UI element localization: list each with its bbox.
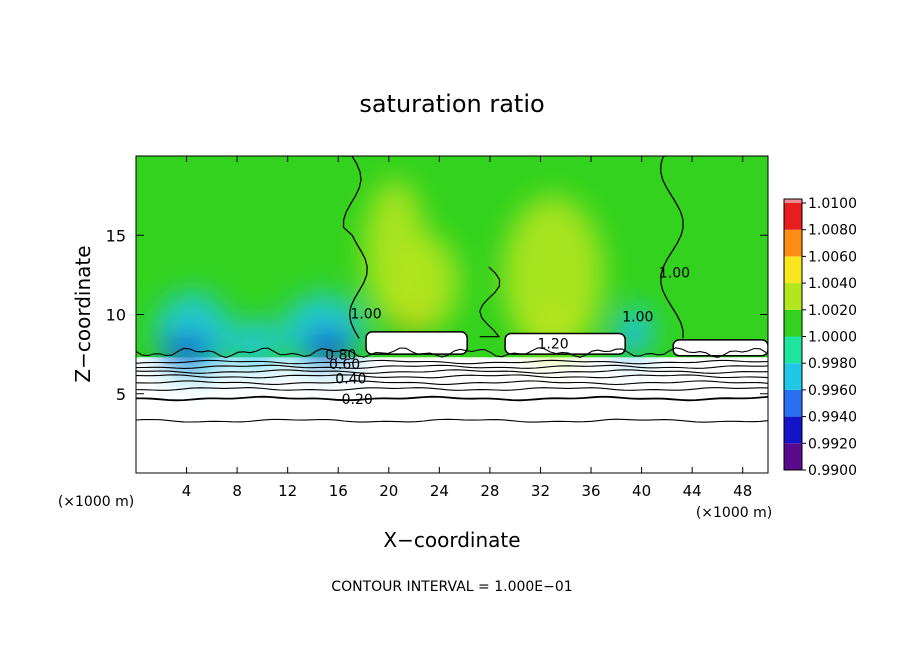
contour-line-6	[136, 364, 768, 369]
x-unit-left: (×1000 m)	[58, 494, 134, 510]
colorbar-cap	[784, 199, 802, 203]
colorbar-swatch-6	[784, 283, 802, 310]
cloud-region-2	[672, 339, 768, 357]
colorbar-swatch-5	[784, 309, 802, 337]
x-tick-label-10: 44	[683, 482, 702, 500]
colorbar-label-1: 0.9920	[808, 436, 857, 452]
colorbar-swatch-7	[784, 256, 802, 284]
saturation-field-features	[154, 179, 655, 375]
contour-label-2: 0.60	[329, 357, 360, 373]
colorbar-label-2: 0.9940	[808, 410, 857, 426]
x-tick-label-1: 8	[232, 482, 242, 500]
x-tick-label-8: 36	[581, 482, 600, 500]
x-tick-label-0: 4	[182, 482, 192, 500]
x-tick-label-5: 24	[430, 482, 449, 500]
x-tick-label-3: 16	[329, 482, 348, 500]
field-feature-3	[305, 331, 351, 361]
colorbar-label-3: 0.9960	[808, 383, 857, 399]
contour-line-right-1-00	[660, 156, 684, 339]
contour-line-3	[136, 380, 768, 386]
contour-line-4	[136, 374, 768, 379]
field-feature-9	[502, 195, 604, 355]
y-tick-label-1: 10	[106, 306, 126, 325]
chart-title: saturation ratio	[359, 90, 544, 118]
contour-label-6: 1.00	[659, 265, 690, 281]
colorbar-label-8: 1.0060	[808, 249, 857, 265]
contour-line-2	[136, 387, 768, 391]
colorbar-label-9: 1.0080	[808, 223, 857, 239]
x-axis: 4 8 12 16 20 24 28 32 36 40 44 48	[182, 156, 752, 500]
contour-line-left-1-00	[340, 156, 368, 339]
contour-label-1: 0.40	[335, 371, 366, 387]
contour-label-3: 0.80	[325, 348, 356, 364]
field-feature-4	[230, 319, 282, 367]
colorbar-swatch-9	[784, 203, 802, 230]
contour-label-7: 1.20	[538, 337, 569, 353]
colorbar-label-7: 1.0040	[808, 276, 857, 292]
contour-line-0	[136, 418, 768, 423]
x-tick-label-11: 48	[733, 482, 752, 500]
contour-line-5	[136, 369, 768, 374]
contour-label-4: 1.00	[350, 307, 381, 323]
contour-line-1	[136, 395, 768, 402]
colorbar-swatch-2	[784, 389, 802, 417]
colorbar-label-0: 0.9900	[808, 463, 857, 479]
y-tick-label-2: 15	[106, 226, 126, 245]
x-tick-label-6: 28	[480, 482, 499, 500]
y-axis-label: Z−coordinate	[71, 245, 95, 382]
colorbar-frame	[783, 198, 803, 471]
contour-label-0: 0.20	[342, 392, 373, 408]
colorbar: 0.9900 0.9920 0.9940 0.9960 0.9980 1.0000 1.00…	[783, 196, 857, 479]
x-unit-right: (×1000 m)	[696, 505, 772, 521]
field-feature-1	[161, 336, 212, 363]
colorbar-swatch-4	[784, 336, 802, 364]
contour-lines	[136, 156, 768, 423]
colorbar-swatch-0	[784, 443, 802, 470]
colorbar-swatch-8	[784, 229, 802, 257]
contour-label-5: 1.00	[622, 310, 653, 326]
x-tick-label-9: 40	[632, 482, 651, 500]
contour-interval-note: CONTOUR INTERVAL = 1.000E−01	[331, 579, 572, 595]
plot-area: 0.200.400.600.801.00 1.001.001.20 4 8 12 16 2…	[106, 155, 769, 500]
cloud-region-0	[365, 331, 468, 355]
colorbar-swatch-1	[784, 416, 802, 444]
x-axis-label: X−coordinate	[383, 528, 520, 552]
y-tick-label-0: 5	[116, 385, 126, 404]
y-axis: 5 10 15	[106, 226, 768, 404]
colorbar-swatch-3	[784, 363, 802, 390]
colorbar-label-6: 1.0020	[808, 303, 857, 319]
colorbar-label-4: 0.9980	[808, 356, 857, 372]
contour-labels: 0.20 0.400.600.80 1.00 1.00 1.00 1.20	[325, 265, 690, 408]
field-feature-7	[363, 179, 427, 323]
x-tick-label-7: 32	[531, 482, 550, 500]
contour-line-mid-1-00	[479, 266, 501, 338]
x-tick-label-4: 20	[379, 482, 398, 500]
contour-line-7	[136, 359, 768, 365]
contour-line-boundary	[136, 347, 767, 359]
colorbar-label-10: 1.0100	[808, 196, 857, 212]
x-tick-label-2: 12	[278, 482, 297, 500]
colorbar-label-5: 1.0000	[808, 330, 857, 346]
